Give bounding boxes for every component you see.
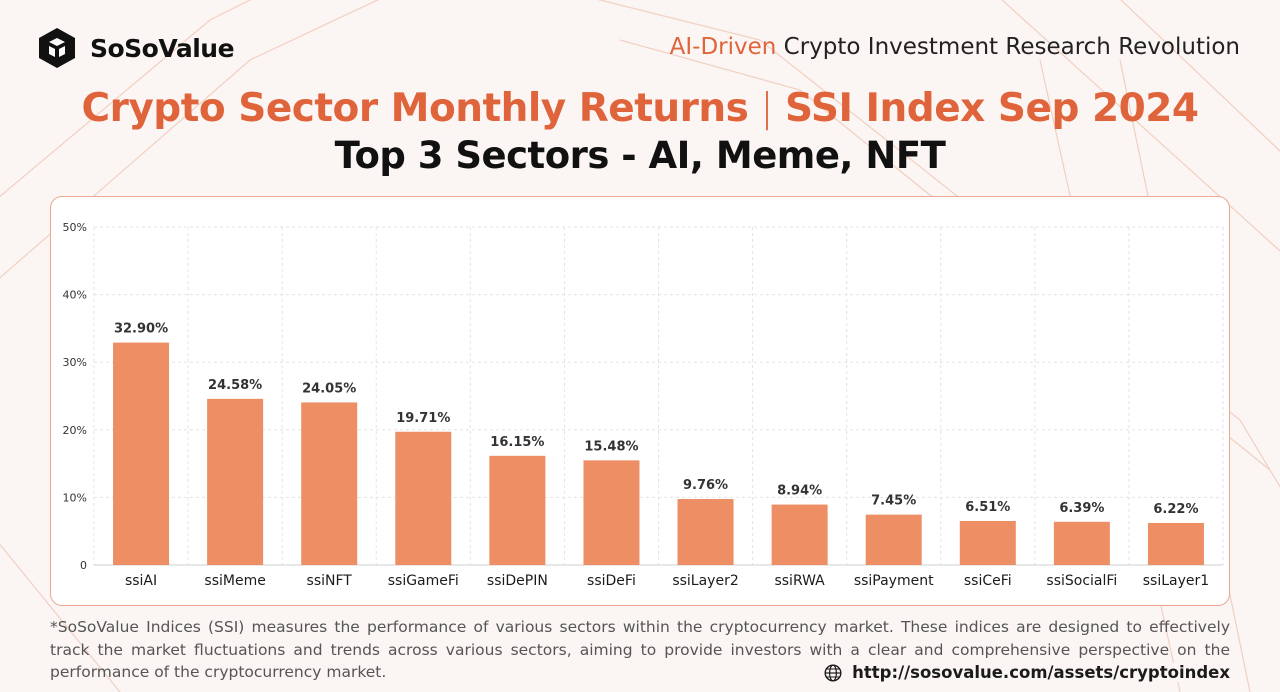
- bar: [677, 499, 734, 565]
- bar: [207, 398, 264, 565]
- x-tick-label: ssiCeFi: [964, 573, 1012, 589]
- y-tick-label: 30%: [63, 356, 87, 369]
- footnote: *SoSoValue Indices (SSI) measures the pe…: [50, 618, 1230, 681]
- bar-chart: 0 10% 20% 30% 40% 50% 32.90% ssiAI 24.58% ssiMeme…: [63, 221, 1224, 589]
- x-tick-label: ssiDeFi: [587, 573, 636, 589]
- data-label: 8.94%: [777, 484, 822, 499]
- bar: [113, 342, 170, 565]
- x-tick-label: ssiSocialFi: [1046, 573, 1117, 589]
- data-label: 6.22%: [1153, 502, 1198, 517]
- x-tick-label: ssiDePIN: [487, 573, 548, 589]
- data-label: 19.71%: [396, 411, 450, 426]
- bar: [865, 514, 922, 565]
- bar: [583, 460, 640, 565]
- x-tick-label: ssiMeme: [204, 573, 265, 589]
- x-tick-label: ssiNFT: [307, 573, 353, 589]
- data-label: 6.39%: [1059, 501, 1104, 516]
- x-tick-label: ssiLayer1: [1143, 573, 1209, 589]
- data-label: 24.58%: [208, 378, 262, 393]
- data-label: 7.45%: [871, 494, 916, 509]
- tagline-accent: AI-Driven: [669, 34, 777, 60]
- x-tick-label: ssiGameFi: [388, 573, 459, 589]
- bar: [1053, 521, 1110, 565]
- title-left: Crypto Sector Monthly Returns: [81, 86, 749, 131]
- data-label: 16.15%: [490, 435, 544, 450]
- title-separator: |: [760, 86, 774, 131]
- x-tick-label: ssiAI: [125, 573, 157, 589]
- title-right: SSI Index Sep 2024: [785, 86, 1199, 131]
- source-link[interactable]: http://sosovalue.com/assets/cryptoindex: [818, 663, 1230, 682]
- bar: [959, 520, 1016, 565]
- globe-icon: [824, 663, 842, 682]
- bar: [1147, 522, 1204, 565]
- x-tick-label: ssiRWA: [774, 573, 825, 589]
- bar: [395, 431, 452, 565]
- chart-panel: 0 10% 20% 30% 40% 50% 32.90% ssiAI 24.58% ssiMeme…: [50, 196, 1230, 606]
- y-tick-label: 20%: [63, 424, 87, 437]
- source-url[interactable]: http://sosovalue.com/assets/cryptoindex: [852, 663, 1230, 682]
- tagline-rest: Crypto Investment Research Revolution: [783, 34, 1240, 60]
- brand-logo: SoSoValue: [38, 27, 235, 69]
- bar: [771, 504, 828, 565]
- chart-title: Crypto Sector Monthly Returns | SSI Index …: [0, 86, 1280, 131]
- x-tick-label: ssiLayer2: [672, 573, 738, 589]
- y-tick-label: 50%: [63, 221, 87, 234]
- brand-name: SoSoValue: [90, 33, 235, 63]
- data-label: 24.05%: [302, 381, 356, 396]
- bar: [489, 455, 546, 565]
- data-label: 32.90%: [114, 322, 168, 337]
- chart-subtitle: Top 3 Sectors - AI, Meme, NFT: [334, 134, 946, 177]
- data-label: 9.76%: [683, 478, 728, 493]
- data-label: 15.48%: [584, 439, 638, 454]
- y-tick-label: 40%: [63, 289, 87, 302]
- y-tick-label: 10%: [63, 491, 87, 504]
- sosovalue-cube-logo-icon: [39, 28, 75, 68]
- x-tick-label: ssiPayment: [854, 573, 934, 589]
- data-label: 6.51%: [965, 500, 1010, 515]
- tagline: AI-Driven Crypto Investment Research Rev…: [670, 34, 1240, 60]
- y-tick-label: 0: [80, 559, 87, 572]
- bar: [301, 402, 358, 565]
